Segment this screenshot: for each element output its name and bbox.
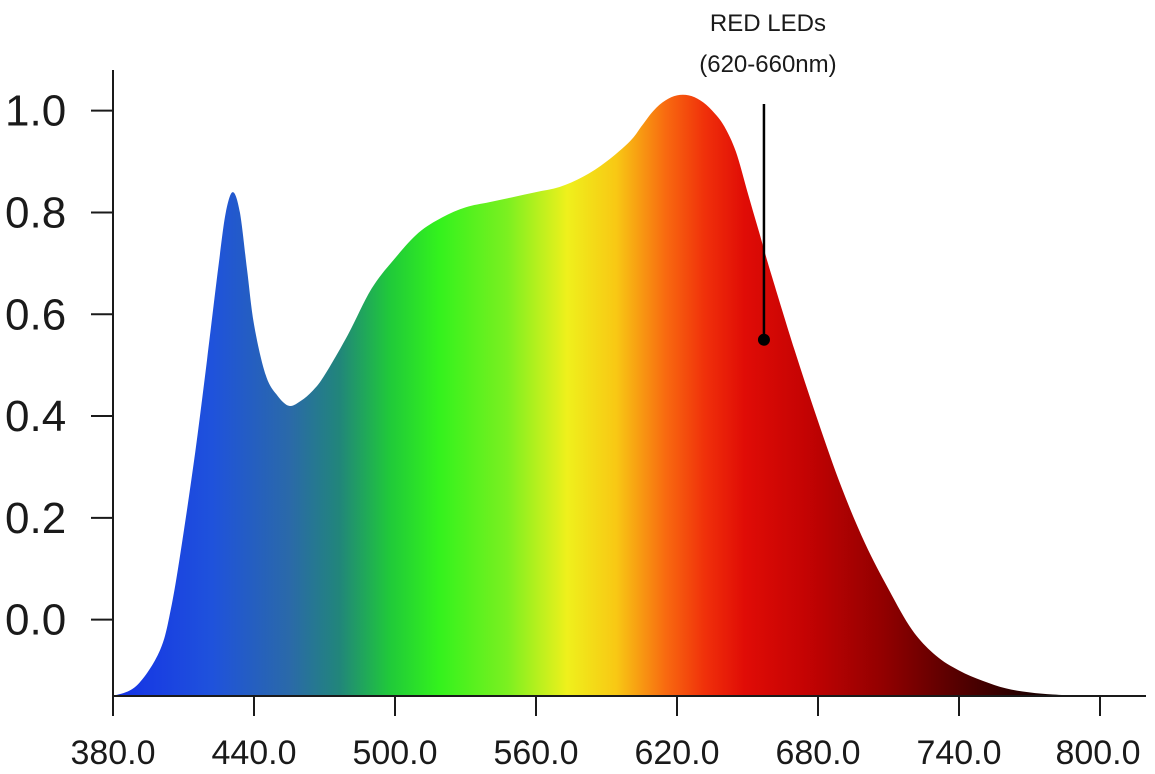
annotation-title: RED LEDs <box>710 10 826 37</box>
x-tick-label: 380.0 <box>70 734 155 772</box>
y-tick-label: 0.0 <box>5 596 66 645</box>
y-tick-label: 0.8 <box>5 188 66 237</box>
y-tick-label: 0.2 <box>5 494 66 543</box>
x-tick-label: 620.0 <box>634 734 719 772</box>
y-tick-label: 0.6 <box>5 290 66 339</box>
plot-area <box>113 94 1096 697</box>
x-tick-label: 440.0 <box>211 734 296 772</box>
axes: 0.0 0.2 0.4 0.6 0.8 1.0 380.0 440.0 500.0 560.0 62… <box>5 70 1146 772</box>
x-tick-label: 680.0 <box>775 734 860 772</box>
x-tick-label: 560.0 <box>493 734 578 772</box>
x-tick-label: 800.0 <box>1055 734 1140 772</box>
spectrum-area <box>113 94 1096 697</box>
y-tick-label: 0.4 <box>5 392 66 441</box>
y-tick-label: 1.0 <box>5 87 66 136</box>
annotation-marker <box>757 333 770 346</box>
x-tick-label: 740.0 <box>916 734 1001 772</box>
annotations: RED LEDs (620-660nm) <box>699 10 837 346</box>
annotation-subtitle: (620-660nm) <box>699 51 836 78</box>
x-tick-label: 500.0 <box>352 734 437 772</box>
